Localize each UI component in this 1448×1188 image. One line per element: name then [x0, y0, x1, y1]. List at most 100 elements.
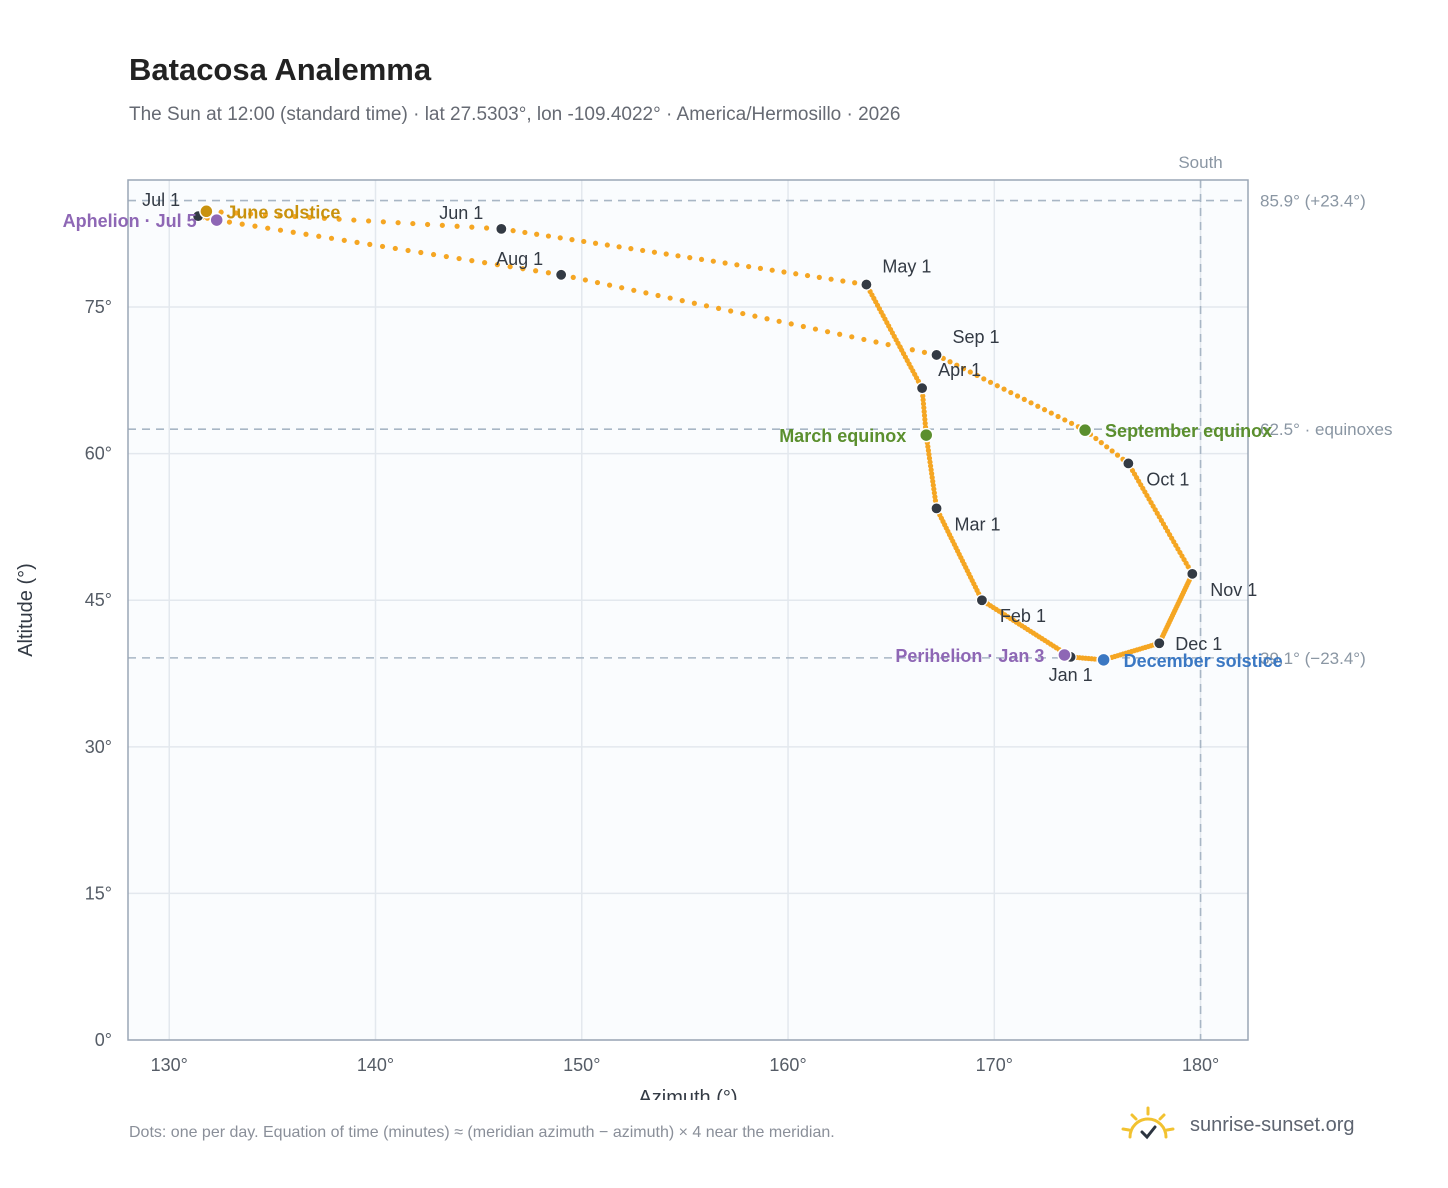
event-marker-label: December solstice	[1124, 651, 1283, 671]
daily-sun-dot	[303, 231, 309, 237]
daily-sun-dot	[885, 341, 891, 348]
daily-sun-dot	[667, 295, 673, 301]
daily-sun-dot	[715, 305, 722, 312]
plot-background	[128, 180, 1248, 1040]
event-markers: June solstice Aphelion · Jul 5 March equin…	[63, 202, 1283, 671]
daily-sun-dot	[469, 258, 475, 264]
month-marker-dot	[555, 268, 568, 281]
daily-sun-dot	[1041, 407, 1048, 413]
daily-sun-dot	[226, 219, 233, 225]
x-tick-label: 160°	[769, 1055, 806, 1075]
daily-sun-dot	[594, 279, 601, 286]
month-marker-dot	[1122, 457, 1135, 470]
daily-sun-dot	[380, 219, 386, 225]
daily-sun-dot	[1048, 410, 1054, 416]
daily-sun-dot	[816, 274, 822, 280]
daily-sun-dot	[367, 241, 373, 247]
daily-sun-dot	[710, 258, 716, 264]
daily-sun-dot	[1008, 389, 1014, 396]
daily-sun-dot	[1001, 386, 1007, 392]
month-marker-dot	[1186, 567, 1199, 580]
month-marker-dot	[1153, 637, 1166, 650]
brand[interactable]: sunrise-sunset.org	[1120, 1100, 1355, 1150]
daily-sun-dot	[277, 227, 284, 233]
daily-sun-dot	[248, 211, 254, 217]
daily-sun-dot	[395, 220, 401, 226]
daily-sun-dot	[392, 245, 398, 252]
daily-sun-dot	[757, 265, 764, 271]
daily-sun-dot	[640, 247, 646, 254]
event-marker-label: March equinox	[779, 426, 906, 446]
daily-sun-dot	[557, 235, 563, 241]
x-axis-label: Azimuth (°)	[638, 1087, 737, 1100]
daily-sun-dot	[930, 478, 936, 484]
daily-sun-dot	[703, 303, 710, 309]
daily-sun-dot	[769, 267, 775, 273]
daily-sun-dot	[929, 474, 935, 481]
event-marker-dot	[209, 212, 224, 228]
page-subtitle: The Sun at 12:00 (standard time) · lat 2…	[129, 104, 901, 125]
daily-sun-dot	[430, 251, 437, 258]
daily-sun-dot	[341, 237, 347, 243]
y-tick-label: 15°	[85, 883, 112, 903]
month-marker-dot	[916, 382, 929, 395]
month-marker-label: May 1	[882, 257, 931, 277]
daily-sun-dot	[604, 242, 610, 248]
reference-line-label: 85.9° (+23.4°)	[1260, 192, 1366, 211]
event-marker-dot	[1096, 652, 1111, 668]
daily-sun-dot	[628, 246, 634, 252]
month-marker-label: Oct 1	[1146, 469, 1189, 489]
daily-sun-dot	[967, 369, 973, 375]
event-marker-dot	[199, 204, 214, 219]
daily-sun-dot	[873, 339, 879, 345]
daily-sun-dot	[290, 229, 296, 235]
daily-sun-dot	[812, 326, 819, 332]
daily-sun-dot	[954, 362, 960, 368]
daily-sun-dot	[740, 310, 746, 317]
daily-sun-dot	[687, 255, 693, 261]
daily-sun-dot	[405, 247, 411, 254]
daily-sun-dot	[921, 349, 928, 355]
daily-sun-dot	[1014, 393, 1021, 399]
x-tick-label: 130°	[151, 1055, 188, 1075]
daily-sun-dot	[522, 229, 528, 236]
axes: 130° 140° 150° 160° 170° 180° 0° 15° 30° 45° 60° 75…	[85, 297, 1219, 1075]
daily-sun-dot	[619, 285, 625, 291]
daily-sun-dot	[1035, 403, 1041, 409]
daily-sun-dot	[643, 290, 649, 296]
daily-sun-dot	[793, 271, 799, 277]
event-marker-dot	[918, 427, 934, 443]
daily-sun-dot	[616, 244, 622, 250]
daily-sun-dot	[927, 459, 933, 465]
y-tick-label: 60°	[85, 444, 112, 464]
daily-sun-dot	[262, 212, 268, 218]
daily-sun-dot	[239, 221, 245, 227]
daily-sun-dot	[510, 228, 516, 234]
daily-sun-dot	[920, 397, 926, 403]
x-tick-label: 150°	[563, 1055, 600, 1075]
daily-sun-dot	[922, 420, 928, 426]
daily-sun-dot	[316, 233, 322, 239]
daily-sun-dot	[581, 238, 587, 245]
daily-sun-dot	[981, 376, 987, 382]
daily-sun-dot	[921, 409, 927, 415]
daily-sun-dot	[921, 412, 928, 419]
daily-sun-dot	[974, 372, 980, 379]
daily-sun-dot	[746, 263, 752, 270]
y-tick-label: 0°	[95, 1030, 112, 1050]
daily-sun-dot	[897, 344, 903, 350]
daily-sun-dot	[1055, 413, 1061, 420]
daily-sun-dot	[1028, 400, 1034, 406]
daily-sun-dot	[920, 393, 926, 399]
month-marker-label: Mar 1	[955, 514, 1001, 534]
brand-name: sunrise-sunset.org	[1190, 1113, 1355, 1136]
event-marker-label: Perihelion · Jan 3	[895, 646, 1044, 666]
daily-sun-dot	[987, 379, 994, 385]
daily-sun-dot	[233, 210, 239, 216]
daily-sun-dot	[776, 318, 782, 324]
daily-sun-dot	[929, 471, 935, 477]
daily-sun-dot	[932, 494, 938, 500]
daily-sun-dot	[752, 313, 758, 319]
daily-sun-dot	[679, 298, 685, 304]
daily-sun-dot	[569, 237, 575, 243]
